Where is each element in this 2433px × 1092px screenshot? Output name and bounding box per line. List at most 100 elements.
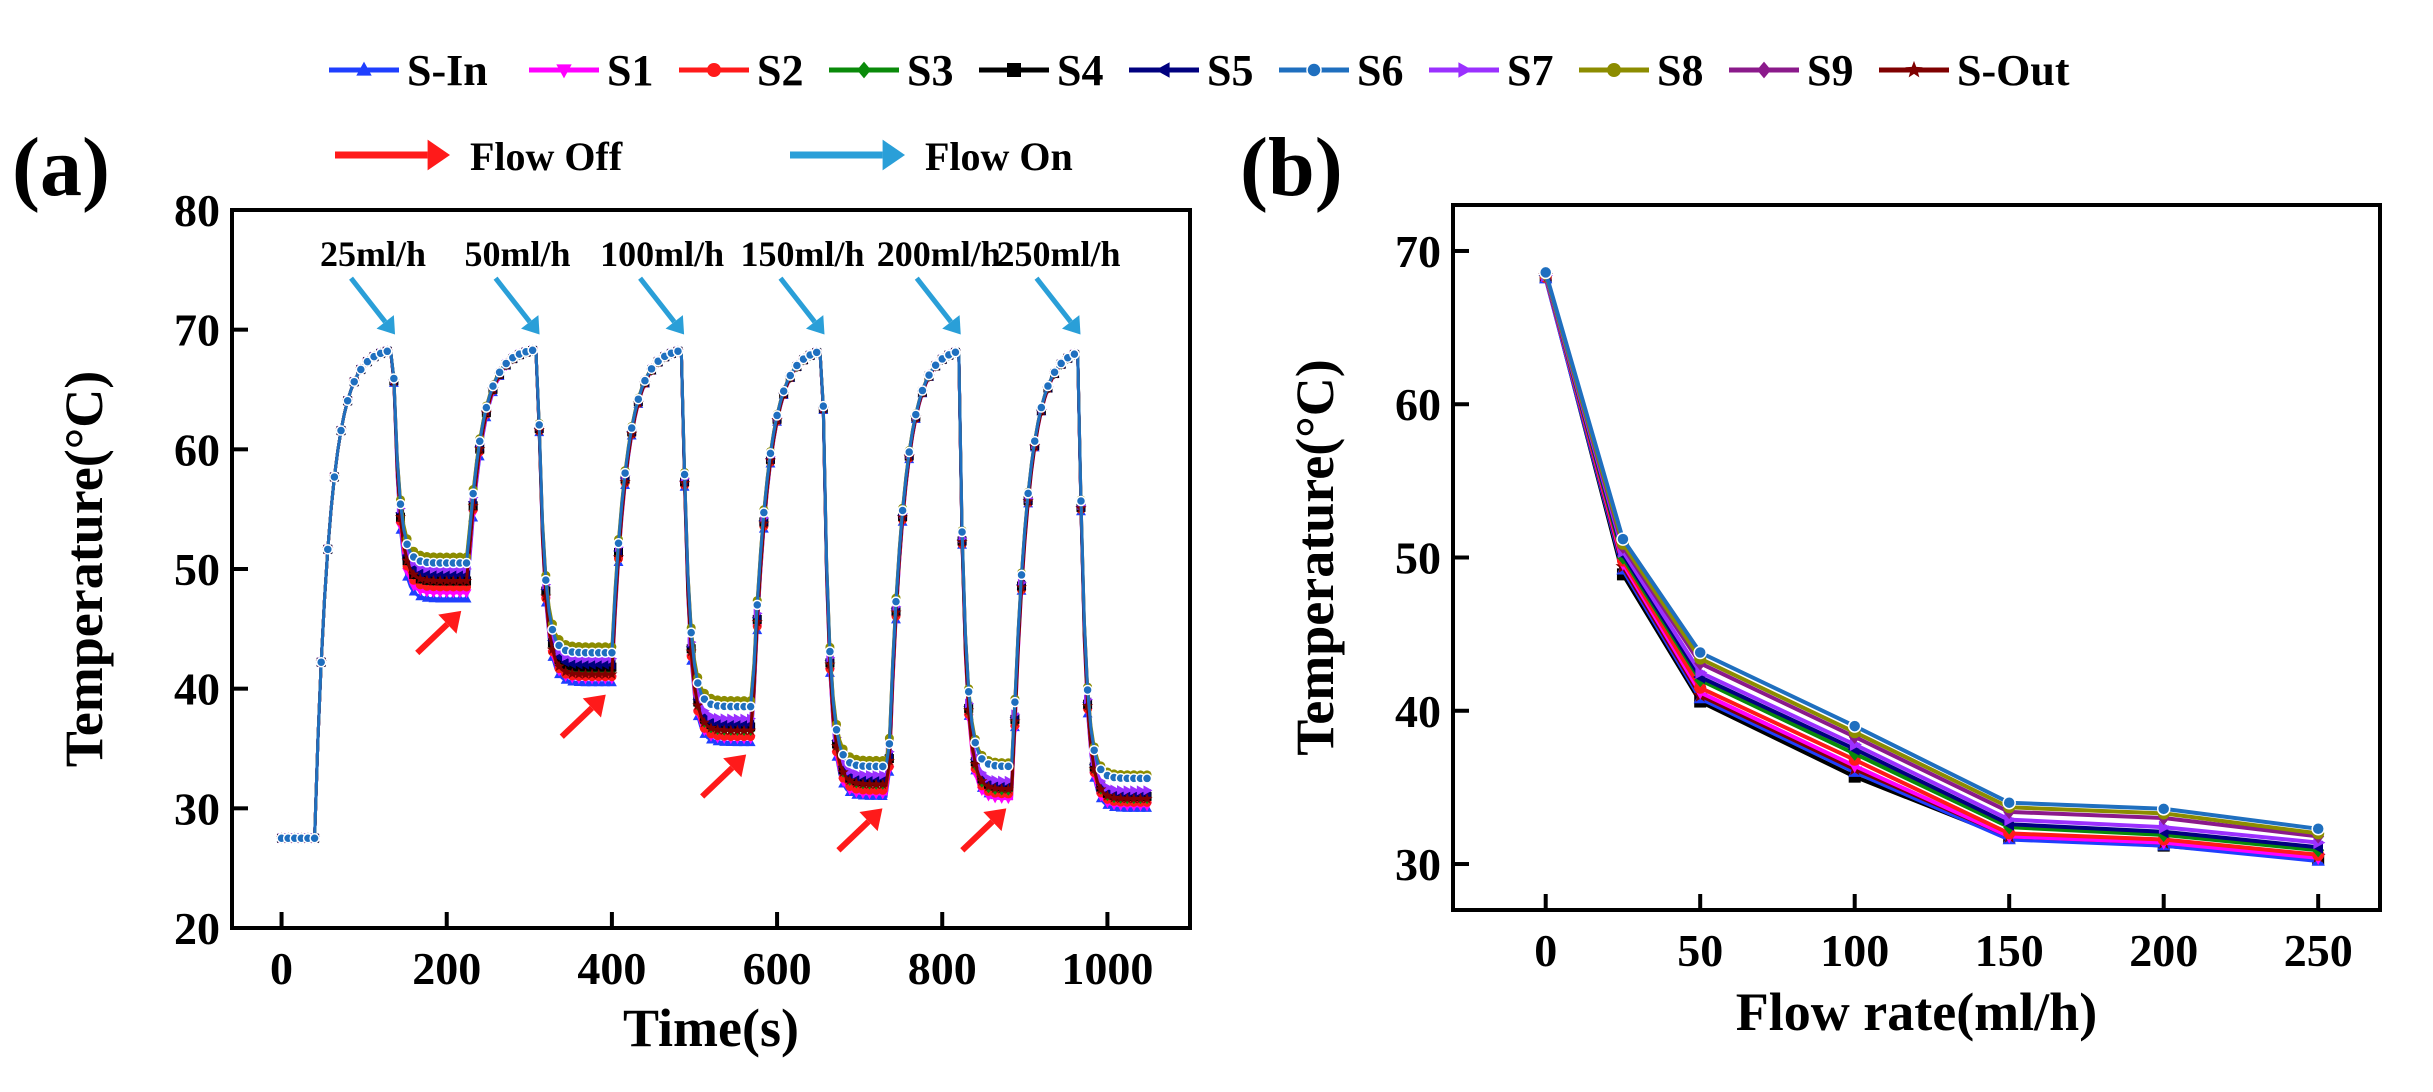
data-point [989, 782, 1001, 794]
data-point [619, 467, 631, 479]
flow-rate-label: 250ml/h [997, 234, 1121, 274]
legend-marker [356, 61, 372, 76]
data-point [984, 773, 994, 784]
data-point [865, 769, 875, 780]
data-point [791, 360, 803, 371]
data-point [725, 719, 735, 730]
data-point [646, 363, 657, 375]
legend-label: S-Out [1957, 46, 2070, 95]
data-point [427, 574, 440, 586]
legend-label: S2 [757, 46, 803, 95]
x-tick-label: 100 [1820, 925, 1889, 976]
x-tick-label: 200 [2129, 925, 2198, 976]
data-point [1130, 785, 1140, 796]
flow-on-arrow [778, 276, 825, 335]
x-axis-label-a: Time(s) [623, 998, 799, 1058]
x-tick-label: 1000 [1061, 943, 1153, 994]
data-point [573, 668, 585, 679]
data-point [315, 656, 327, 668]
legend-entry-s1: S1 [529, 46, 653, 95]
data-point [883, 754, 895, 766]
data-point [461, 589, 472, 599]
data-point [969, 758, 981, 769]
data-point [950, 347, 961, 358]
legend-entry-s2: S2 [679, 46, 803, 95]
data-point [1123, 785, 1133, 796]
data-point [639, 375, 651, 386]
y-tick-label: 50 [1395, 533, 1441, 584]
data-point [401, 554, 413, 566]
data-point [864, 778, 876, 790]
data-point [745, 724, 757, 736]
data-point [1016, 569, 1027, 581]
data-point [1101, 789, 1113, 801]
flow-off-key-arrow [335, 139, 450, 171]
data-point [348, 376, 360, 387]
series-b-s9 [1539, 266, 2325, 844]
data-point [461, 557, 472, 569]
data-point [685, 645, 697, 657]
data-point [593, 668, 605, 680]
data-point [355, 364, 367, 375]
legend-label: S1 [607, 46, 653, 95]
data-point [2158, 820, 2171, 834]
data-point [434, 569, 444, 580]
data-point [2156, 802, 2171, 816]
y-tick-label: 80 [174, 185, 220, 236]
series-line [1543, 276, 2319, 862]
series-line [1543, 271, 2319, 831]
data-point [599, 659, 609, 670]
data-point [720, 713, 730, 724]
data-point [1049, 367, 1060, 378]
data-point [441, 589, 452, 599]
data-point [884, 738, 895, 750]
data-point [421, 569, 431, 580]
legend-entry-s5: S5 [1129, 46, 1253, 95]
legend-marker [1007, 63, 1021, 77]
data-point [1121, 792, 1133, 804]
y-tick-label: 20 [174, 903, 220, 954]
data-point [857, 778, 869, 789]
legend-label: S8 [1657, 46, 1703, 95]
data-point [850, 777, 862, 788]
data-point [837, 766, 849, 777]
data-point [771, 410, 783, 421]
data-point [903, 446, 915, 458]
data-point [2311, 822, 2325, 836]
data-point [998, 775, 1008, 786]
data-point [553, 660, 565, 672]
data-point [930, 360, 941, 371]
data-point [978, 767, 988, 778]
legend-entry-s3: S3 [829, 46, 953, 95]
data-point [692, 677, 704, 689]
data-point [738, 719, 748, 730]
data-point [1110, 784, 1120, 795]
data-point [679, 469, 690, 480]
data-point [1141, 773, 1153, 784]
y-tick-label: 30 [1395, 839, 1441, 890]
data-point [970, 737, 981, 748]
data-point [540, 590, 552, 602]
legend-marker [1607, 63, 1621, 77]
data-point [1088, 744, 1100, 756]
data-point [1128, 792, 1140, 804]
data-point [758, 507, 770, 518]
flow-on-arrow [914, 276, 961, 335]
data-point [672, 345, 684, 357]
data-point [917, 385, 928, 396]
series-line [1543, 273, 2319, 836]
data-point [844, 774, 856, 786]
data-point [481, 402, 492, 413]
data-point [712, 718, 722, 729]
data-point [818, 400, 829, 412]
data-point [963, 704, 975, 716]
data-point [831, 724, 842, 736]
data-point [707, 711, 717, 722]
data-point [467, 488, 479, 499]
data-point [718, 724, 730, 736]
data-point [2002, 795, 2016, 810]
data-point [382, 346, 393, 357]
data-point [685, 627, 697, 638]
legend-entry-s4: S4 [979, 46, 1103, 95]
x-tick-label: 800 [908, 943, 977, 994]
